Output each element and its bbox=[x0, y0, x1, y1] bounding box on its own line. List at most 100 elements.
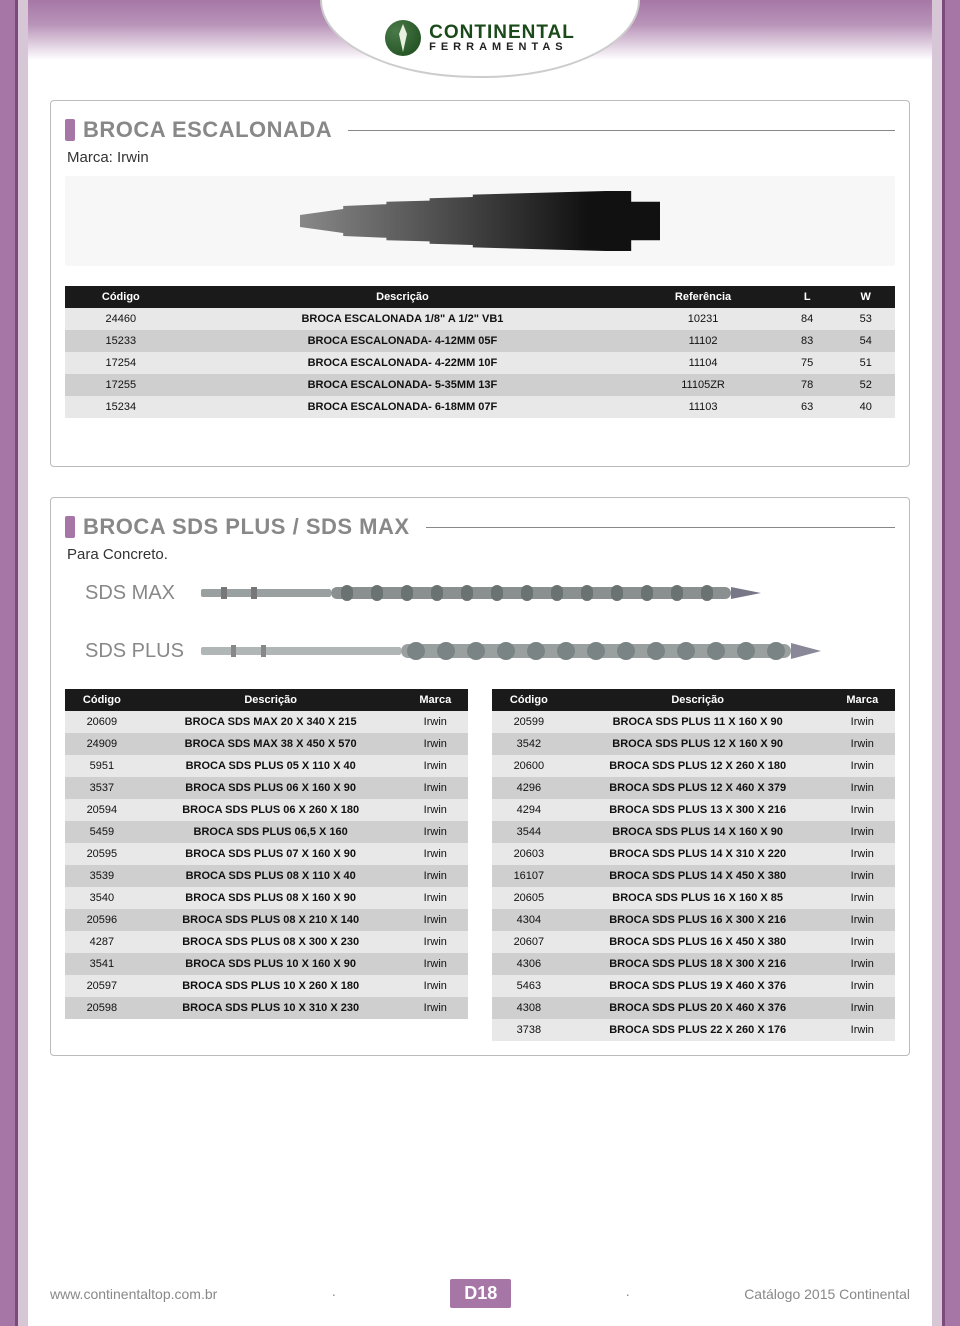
table-cell: 24460 bbox=[65, 308, 177, 330]
table-cell: 16107 bbox=[492, 865, 566, 887]
sds-plus-drill-icon bbox=[201, 631, 895, 671]
col-header: Código bbox=[492, 689, 566, 711]
col-header: Descrição bbox=[566, 689, 830, 711]
logo-brand: CONTINENTAL bbox=[429, 23, 575, 42]
table-cell: 75 bbox=[778, 352, 837, 374]
table-row: 24909BROCA SDS MAX 38 X 450 X 570Irwin bbox=[65, 733, 468, 755]
table-cell: 84 bbox=[778, 308, 837, 330]
table-cell: Irwin bbox=[830, 865, 895, 887]
table-row: 17255BROCA ESCALONADA- 5-35MM 13F11105ZR… bbox=[65, 374, 895, 396]
table-row: 3738BROCA SDS PLUS 22 X 260 X 176Irwin bbox=[492, 1019, 895, 1041]
col-header: Marca bbox=[830, 689, 895, 711]
col-header: L bbox=[778, 286, 837, 308]
table-cell: BROCA SDS PLUS 18 X 300 X 216 bbox=[566, 953, 830, 975]
table-cell: BROCA SDS PLUS 12 X 160 X 90 bbox=[566, 733, 830, 755]
table-cell: 3539 bbox=[65, 865, 139, 887]
table-row: 3539BROCA SDS PLUS 08 X 110 X 40Irwin bbox=[65, 865, 468, 887]
table-cell: Irwin bbox=[403, 931, 468, 953]
table-cell: 20609 bbox=[65, 711, 139, 733]
col-header: W bbox=[836, 286, 895, 308]
table-cell: 24909 bbox=[65, 733, 139, 755]
section-2-subtitle: Para Concreto. bbox=[67, 546, 895, 563]
table-cell: 11104 bbox=[628, 352, 778, 374]
table-cell: 3544 bbox=[492, 821, 566, 843]
table-cell: BROCA SDS PLUS 08 X 300 X 230 bbox=[139, 931, 403, 953]
table-cell: 3542 bbox=[492, 733, 566, 755]
table-cell: BROCA SDS PLUS 16 X 160 X 85 bbox=[566, 887, 830, 909]
table-sds-left: CódigoDescriçãoMarca 20609BROCA SDS MAX … bbox=[65, 689, 468, 1019]
table-cell: Irwin bbox=[403, 733, 468, 755]
table-cell: 11103 bbox=[628, 396, 778, 418]
table-cell: 52 bbox=[836, 374, 895, 396]
table-cell: BROCA SDS PLUS 22 X 260 X 176 bbox=[566, 1019, 830, 1041]
table-cell: Irwin bbox=[830, 975, 895, 997]
sds-max-row: SDS MAX bbox=[85, 573, 895, 613]
table-cell: 3738 bbox=[492, 1019, 566, 1041]
footer-url: www.continentaltop.com.br bbox=[50, 1286, 217, 1302]
table-cell: BROCA SDS PLUS 12 X 260 X 180 bbox=[566, 755, 830, 777]
table-cell: BROCA ESCALONADA- 5-35MM 13F bbox=[177, 374, 629, 396]
table-cell: 4308 bbox=[492, 997, 566, 1019]
table-cell: 83 bbox=[778, 330, 837, 352]
col-header: Código bbox=[65, 286, 177, 308]
table-cell: Irwin bbox=[403, 865, 468, 887]
col-header: Código bbox=[65, 689, 139, 711]
table-cell: Irwin bbox=[403, 909, 468, 931]
section-1-title: BROCA ESCALONADA bbox=[83, 117, 332, 143]
table-cell: Irwin bbox=[830, 953, 895, 975]
table-cell: Irwin bbox=[403, 997, 468, 1019]
table-cell: Irwin bbox=[403, 975, 468, 997]
footer-catalog: Catálogo 2015 Continental bbox=[744, 1286, 910, 1302]
sds-max-drill-icon bbox=[201, 573, 895, 613]
table-cell: Irwin bbox=[830, 887, 895, 909]
table-escalonada: CódigoDescriçãoReferênciaLW 24460BROCA E… bbox=[65, 286, 895, 418]
step-drill-icon bbox=[300, 191, 660, 251]
table-cell: BROCA SDS MAX 38 X 450 X 570 bbox=[139, 733, 403, 755]
table-cell: 4306 bbox=[492, 953, 566, 975]
table-cell: BROCA SDS PLUS 08 X 210 X 140 bbox=[139, 909, 403, 931]
footer-page: D18 bbox=[450, 1279, 511, 1308]
table-row: 24460BROCA ESCALONADA 1/8" A 1/2" VB1102… bbox=[65, 308, 895, 330]
sds-plus-row: SDS PLUS bbox=[85, 631, 895, 671]
table-cell: Irwin bbox=[830, 711, 895, 733]
table-cell: BROCA SDS PLUS 08 X 110 X 40 bbox=[139, 865, 403, 887]
col-header: Descrição bbox=[139, 689, 403, 711]
table-cell: 54 bbox=[836, 330, 895, 352]
table-cell: BROCA SDS PLUS 06 X 160 X 90 bbox=[139, 777, 403, 799]
table-cell: Irwin bbox=[830, 931, 895, 953]
table-row: 20596BROCA SDS PLUS 08 X 210 X 140Irwin bbox=[65, 909, 468, 931]
col-header: Descrição bbox=[177, 286, 629, 308]
table-row: 15233BROCA ESCALONADA- 4-12MM 05F1110283… bbox=[65, 330, 895, 352]
table-cell: BROCA SDS PLUS 16 X 300 X 216 bbox=[566, 909, 830, 931]
table-cell: BROCA SDS PLUS 12 X 460 X 379 bbox=[566, 777, 830, 799]
table-row: 3542BROCA SDS PLUS 12 X 160 X 90Irwin bbox=[492, 733, 895, 755]
table-cell: BROCA SDS PLUS 16 X 450 X 380 bbox=[566, 931, 830, 953]
table-cell: BROCA ESCALONADA- 6-18MM 07F bbox=[177, 396, 629, 418]
table-cell: 20600 bbox=[492, 755, 566, 777]
table-cell: Irwin bbox=[830, 821, 895, 843]
table-cell: Irwin bbox=[830, 1019, 895, 1041]
table-row: 20599BROCA SDS PLUS 11 X 160 X 90Irwin bbox=[492, 711, 895, 733]
table-row: 3540BROCA SDS PLUS 08 X 160 X 90Irwin bbox=[65, 887, 468, 909]
section-2-title-row: BROCA SDS PLUS / SDS MAX bbox=[65, 514, 895, 540]
section-2-card: BROCA SDS PLUS / SDS MAX Para Concreto. … bbox=[50, 497, 910, 1056]
table-cell: 11105ZR bbox=[628, 374, 778, 396]
table-row: 17254BROCA ESCALONADA- 4-22MM 10F1110475… bbox=[65, 352, 895, 374]
table-row: 5459BROCA SDS PLUS 06,5 X 160Irwin bbox=[65, 821, 468, 843]
sds-max-label: SDS MAX bbox=[85, 582, 185, 605]
table-cell: 20598 bbox=[65, 997, 139, 1019]
table-cell: BROCA ESCALONADA 1/8" A 1/2" VB1 bbox=[177, 308, 629, 330]
table-cell: 5463 bbox=[492, 975, 566, 997]
table-cell: Irwin bbox=[830, 777, 895, 799]
table-cell: 4296 bbox=[492, 777, 566, 799]
section-1-card: BROCA ESCALONADA Marca: Irwin CódigoDesc… bbox=[50, 100, 910, 467]
table-cell: Irwin bbox=[830, 997, 895, 1019]
table-row: 4294BROCA SDS PLUS 13 X 300 X 216Irwin bbox=[492, 799, 895, 821]
table-cell: Irwin bbox=[403, 953, 468, 975]
table-cell: BROCA SDS PLUS 14 X 450 X 380 bbox=[566, 865, 830, 887]
table-cell: 78 bbox=[778, 374, 837, 396]
table-row: 16107BROCA SDS PLUS 14 X 450 X 380Irwin bbox=[492, 865, 895, 887]
table-cell: 5459 bbox=[65, 821, 139, 843]
table-cell: 11102 bbox=[628, 330, 778, 352]
table-cell: 3540 bbox=[65, 887, 139, 909]
